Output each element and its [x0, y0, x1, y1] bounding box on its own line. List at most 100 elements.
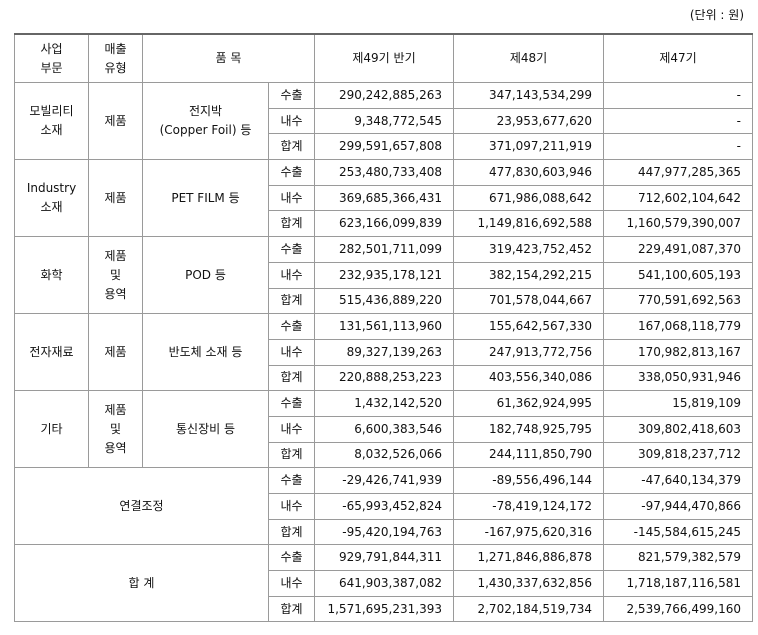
- kind-cell: 합계: [268, 210, 315, 238]
- cell-line: 모빌리티: [29, 104, 74, 119]
- cell-line: 및: [109, 421, 122, 436]
- header-line: 부문: [40, 60, 63, 75]
- table-row: 합계 8,032,526,066 244,111,850,790 309,818,23…: [15, 441, 753, 469]
- table-row: 전자재료 제품 반도체 소재 등 수출 131,561,113,960 155,642,5…: [14, 313, 753, 392]
- kind-cell: 합계: [268, 287, 315, 315]
- value-cell: 515,436,889,220: [314, 287, 454, 315]
- table-row: 내수 232,935,178,121 382,154,292,215 541,100,…: [15, 261, 753, 289]
- value-cell: 701,578,044,667: [453, 287, 604, 315]
- table-row: Industry 소재 제품 PET FILM 등 수출 253,480,733,408 4…: [14, 159, 753, 238]
- table-body: 모빌리티 소재 제품 전지박 (Copper Foil) 등 수출 290,242,885,…: [14, 81, 753, 623]
- segment-cell: 연결조정: [14, 467, 269, 546]
- value-cell: 89,327,139,263: [314, 338, 454, 366]
- table-row: 합계 -95,420,194,763 -167,975,620,316 -145,58…: [15, 518, 753, 546]
- value-cell: -: [603, 82, 753, 109]
- value-cell: 1,149,816,692,588: [453, 210, 604, 238]
- header-cell: 제48기: [453, 33, 604, 83]
- value-cell: -65,993,452,824: [314, 493, 454, 520]
- value-cell: 155,642,567,330: [453, 313, 604, 340]
- cell-line: 제품: [104, 248, 127, 263]
- value-cell: 1,271,846,886,878: [453, 544, 604, 572]
- table-row: 합계 220,888,253,223 403,556,340,086 338,050,…: [15, 364, 753, 392]
- segment-cell: 합 계: [14, 544, 269, 623]
- header-line: 사업: [40, 41, 63, 56]
- value-cell: 403,556,340,086: [453, 364, 604, 392]
- table-row: 화학 제품 및 용역 POD 등 수출 282,501,711,099 319,423,752…: [14, 236, 753, 315]
- value-cell: 229,491,087,370: [603, 236, 753, 263]
- value-cell: 299,591,657,808: [314, 133, 454, 161]
- table-row: 내수 369,685,366,431 671,986,088,642 712,602,…: [15, 184, 753, 212]
- cell-line: 제품: [104, 344, 127, 359]
- kind-cell: 합계: [268, 441, 315, 469]
- cell-line: PET FILM 등: [171, 190, 240, 205]
- kind-cell: 수출: [268, 82, 315, 109]
- value-cell: 2,539,766,499,160: [603, 595, 753, 623]
- value-cell: 929,791,844,311: [314, 544, 454, 572]
- kind-cell: 수출: [268, 390, 315, 417]
- kind-cell: 내수: [268, 415, 315, 443]
- segment-cell: 기타: [14, 390, 89, 469]
- kind-cell: 합계: [268, 364, 315, 392]
- value-cell: 541,100,605,193: [603, 261, 753, 289]
- value-cell: 309,818,237,712: [603, 441, 753, 469]
- value-cell: 23,953,677,620: [453, 107, 604, 135]
- header-line: 유형: [104, 60, 127, 75]
- value-cell: 671,986,088,642: [453, 184, 604, 212]
- value-cell: 1,571,695,231,393: [314, 595, 454, 623]
- cell-line: 용역: [104, 440, 127, 455]
- cell-line: 통신장비 등: [175, 421, 235, 436]
- kind-cell: 합계: [268, 595, 315, 623]
- table-row: 합계 1,571,695,231,393 2,702,184,519,734 2,53…: [15, 595, 753, 623]
- cell-line: 연결조정: [119, 498, 164, 513]
- segment-cell: 모빌리티 소재: [14, 81, 89, 161]
- cell-line: Industry: [26, 181, 77, 196]
- table-header: 사업 부문 매출 유형 품 목 제49기 반기 제48기 제47기: [14, 33, 753, 83]
- value-cell: 1,718,187,116,581: [603, 570, 753, 597]
- item-cell: 통신장비 등: [142, 390, 269, 469]
- table-row: 내수 641,903,387,082 1,430,337,632,856 1,718,…: [15, 570, 753, 597]
- header-cell: 품 목: [142, 33, 315, 83]
- value-cell: 623,166,099,839: [314, 210, 454, 238]
- value-cell: 6,600,383,546: [314, 415, 454, 443]
- segment-cell: 화학: [14, 236, 89, 315]
- item-cell: PET FILM 등: [142, 159, 269, 238]
- header-cell: 제49기 반기: [314, 33, 454, 83]
- kind-cell: 내수: [268, 338, 315, 366]
- cell-line: 제품: [104, 402, 127, 417]
- cell-line: 제품: [104, 190, 127, 205]
- value-cell: 1,432,142,520: [314, 390, 454, 417]
- kind-cell: 내수: [268, 261, 315, 289]
- kind-cell: 수출: [268, 159, 315, 186]
- value-cell: 477,830,603,946: [453, 159, 604, 186]
- table-row: 기타 제품 및 용역 통신장비 등 수출 1,432,142,520 61,362,924,9…: [14, 390, 753, 469]
- table-row: 합 계 수출 929,791,844,311 1,271,846,886,878 821…: [14, 544, 753, 623]
- value-cell: 9,348,772,545: [314, 107, 454, 135]
- cell-line: 합 계: [128, 575, 155, 590]
- cell-line: 제품: [104, 113, 127, 128]
- sales-type-cell: 제품: [88, 159, 143, 238]
- value-cell: 61,362,924,995: [453, 390, 604, 417]
- value-cell: -89,556,496,144: [453, 467, 604, 494]
- value-cell: 712,602,104,642: [603, 184, 753, 212]
- table-row: 내수 9,348,772,545 23,953,677,620-: [15, 107, 753, 135]
- table-row: 합계 623,166,099,839 1,149,816,692,588 1,160,…: [15, 210, 753, 238]
- table-row: 모빌리티 소재 제품 전지박 (Copper Foil) 등 수출 290,242,885,…: [14, 81, 753, 161]
- kind-cell: 합계: [268, 518, 315, 546]
- table-row: 연결조정 수출 -29,426,741,939 -89,556,496,144 -47,…: [14, 467, 753, 546]
- value-cell: 338,050,931,946: [603, 364, 753, 392]
- value-cell: 770,591,692,563: [603, 287, 753, 315]
- value-cell: -97,944,470,866: [603, 493, 753, 520]
- value-cell: 220,888,253,223: [314, 364, 454, 392]
- header-line: 매출: [104, 41, 127, 56]
- value-cell: -145,584,615,245: [603, 518, 753, 546]
- segment-cell: 전자재료: [14, 313, 89, 392]
- value-cell: -: [603, 107, 753, 135]
- item-cell: POD 등: [142, 236, 269, 315]
- cell-line: (Copper Foil) 등: [159, 123, 252, 138]
- cell-line: 소재: [40, 200, 63, 215]
- value-cell: 131,561,113,960: [314, 313, 454, 340]
